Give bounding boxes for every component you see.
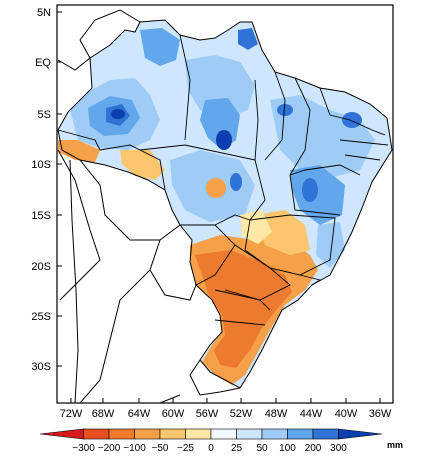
colorbar-segment — [236, 428, 263, 440]
x-tick-label: 64W — [128, 408, 151, 420]
x-axis: 72W 68W 64W 60W 56W 52W 48W 44W 40W 36W — [60, 398, 392, 420]
amazonas-para-border — [179, 34, 191, 141]
bahia-border — [289, 164, 361, 216]
colorbar-segment — [159, 428, 186, 440]
espirito-santo-wet-patch — [316, 222, 345, 268]
sao-paulo-border — [224, 244, 291, 301]
uruguay-border — [189, 359, 241, 396]
parana-border — [214, 289, 271, 311]
northeast-states — [339, 119, 389, 161]
y-tick-label: 5S — [38, 109, 51, 121]
ceara-border — [319, 87, 351, 121]
y-tick-label: 25S — [31, 311, 51, 323]
colorbar-segment — [287, 428, 314, 440]
y-tick-label: 15S — [31, 210, 51, 222]
colorbar-label: 0 — [208, 443, 214, 454]
maranhao-cell — [277, 104, 293, 116]
para-positive-patch — [185, 55, 255, 118]
bahia-core-cell — [302, 178, 318, 202]
colorbar-segment — [210, 428, 237, 440]
x-tick-label: 72W — [60, 408, 83, 420]
bolivia-border — [79, 159, 181, 241]
rio-border — [299, 274, 322, 286]
amapa-positive-patch — [238, 28, 258, 50]
colorbar-label: 200 — [305, 443, 322, 454]
amazon-extreme-cell — [111, 109, 125, 119]
brazil-outline — [57, 19, 393, 389]
santa-catarina-border — [214, 319, 266, 326]
bahia-strong-patch — [290, 165, 345, 225]
x-tick-label: 48W — [265, 408, 288, 420]
para-mato-grosso-border — [139, 144, 256, 161]
x-tick-label: 52W — [230, 408, 253, 420]
colorbar-label: −100 — [123, 443, 146, 454]
y-tick-label: 5N — [37, 7, 51, 19]
colorbar: −300 −200 −100 −50 −25 0 25 50 100 200 300 — [39, 428, 383, 454]
argentina-border — [79, 269, 151, 403]
peru-border — [57, 149, 101, 301]
colorbar-segment — [134, 428, 161, 440]
x-tick-label: 36W — [369, 408, 392, 420]
x-tick-label: 60W — [162, 408, 185, 420]
colorbar-label: −50 — [152, 443, 169, 454]
rondonia-border — [99, 144, 166, 191]
rondonia-dry-patch — [120, 150, 165, 180]
minas-border — [244, 214, 336, 276]
para-tocantins-border — [254, 79, 259, 161]
y-tick-label: 10S — [31, 159, 51, 171]
colorbar-label: 50 — [256, 443, 268, 454]
colorbar-segment — [312, 428, 339, 440]
argentina-coast — [159, 394, 181, 403]
south-strong-dry-region — [195, 250, 292, 368]
maranhao-border — [264, 71, 286, 161]
acre-dry-patch — [58, 140, 100, 162]
map-frame — [56, 4, 394, 404]
paraguay-border — [149, 239, 197, 301]
y-axis: 5N EQ 5S 10S 15S 20S 25S 30S — [31, 7, 62, 373]
venezuela-guyana-border — [79, 9, 141, 59]
state-borders — [57, 34, 389, 326]
country-borders — [57, 9, 393, 403]
y-tick-label: EQ — [35, 57, 51, 69]
x-tick-label: 56W — [196, 408, 219, 420]
northeast-positive-patch — [270, 95, 375, 178]
acre-border — [57, 129, 101, 151]
colorbar-label: −25 — [177, 443, 194, 454]
mato-grosso-wet-cell — [230, 173, 242, 191]
colorbar-unit: mm — [387, 440, 403, 450]
colorbar-label: 100 — [279, 443, 296, 454]
colorbar-label: −300 — [72, 443, 95, 454]
colorbar-segment — [185, 428, 212, 440]
colorbar-label: −200 — [98, 443, 121, 454]
colorbar-label: 300 — [330, 443, 347, 454]
north-positive-patch — [140, 28, 180, 66]
mato-grosso-dry-cell — [206, 178, 226, 198]
colorbar-segment — [108, 428, 135, 440]
chile-coast — [69, 159, 79, 403]
x-tick-label: 68W — [92, 408, 115, 420]
y-tick-label: 30S — [31, 361, 51, 373]
minas-dry-patch — [255, 210, 310, 255]
colorbar-segment — [83, 428, 110, 440]
y-tick-label: 20S — [31, 261, 51, 273]
colorbar-segment — [338, 428, 383, 440]
colorbar-label: 25 — [231, 443, 243, 454]
central-extreme-cell — [216, 130, 232, 150]
map-content — [58, 20, 392, 388]
piaui-border — [289, 77, 311, 176]
x-tick-label: 44W — [300, 408, 323, 420]
colorbar-segment — [39, 428, 84, 440]
northeast-coast-cell — [342, 112, 362, 128]
colombia-peru-border — [57, 57, 91, 71]
colorbar-segment — [261, 428, 288, 440]
x-tick-label: 40W — [335, 408, 358, 420]
